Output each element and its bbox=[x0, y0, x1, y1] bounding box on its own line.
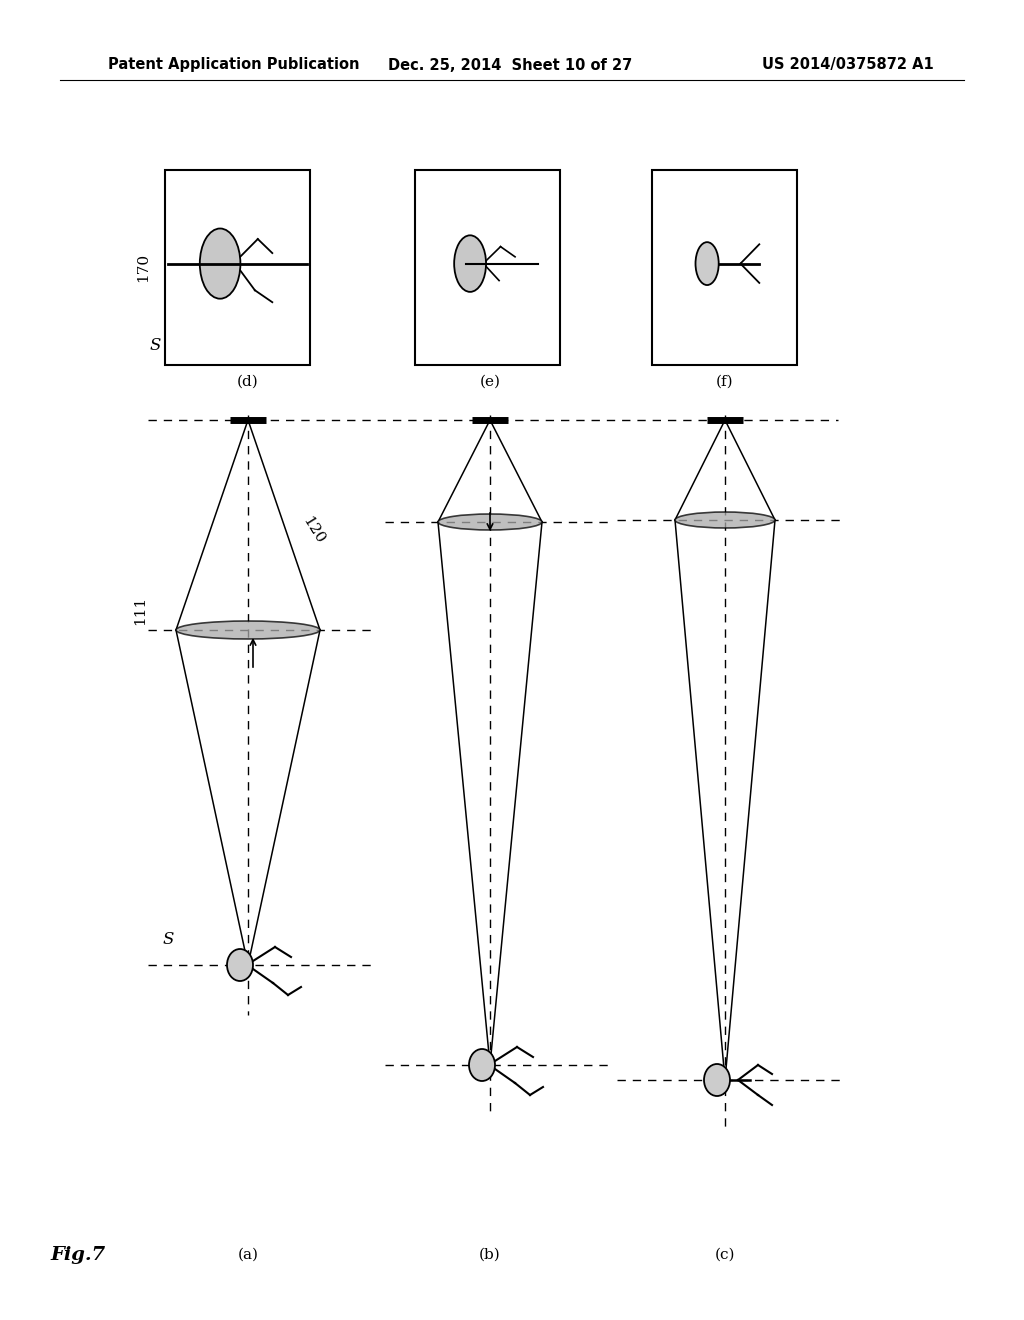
Text: US 2014/0375872 A1: US 2014/0375872 A1 bbox=[762, 58, 934, 73]
Text: 111: 111 bbox=[133, 595, 147, 624]
Text: (f): (f) bbox=[716, 375, 734, 389]
Ellipse shape bbox=[227, 949, 253, 981]
Text: Dec. 25, 2014  Sheet 10 of 27: Dec. 25, 2014 Sheet 10 of 27 bbox=[388, 58, 632, 73]
Text: 120: 120 bbox=[299, 513, 327, 546]
Ellipse shape bbox=[675, 512, 775, 528]
Text: Patent Application Publication: Patent Application Publication bbox=[108, 58, 359, 73]
Ellipse shape bbox=[176, 620, 319, 639]
Text: (e): (e) bbox=[479, 375, 501, 389]
Text: S: S bbox=[150, 337, 161, 354]
Ellipse shape bbox=[455, 235, 486, 292]
Text: S: S bbox=[163, 932, 174, 949]
Bar bbox=[652, 170, 797, 366]
Ellipse shape bbox=[469, 1049, 495, 1081]
Bar bbox=[165, 170, 310, 366]
Ellipse shape bbox=[695, 242, 719, 285]
Ellipse shape bbox=[200, 228, 241, 298]
Bar bbox=[415, 170, 560, 366]
Text: (a): (a) bbox=[238, 1247, 258, 1262]
Text: Fig.7: Fig.7 bbox=[50, 1246, 105, 1265]
Ellipse shape bbox=[438, 513, 542, 531]
Text: (d): (d) bbox=[238, 375, 259, 389]
Text: (c): (c) bbox=[715, 1247, 735, 1262]
Text: 170: 170 bbox=[136, 253, 150, 282]
Ellipse shape bbox=[705, 1064, 730, 1096]
Text: (b): (b) bbox=[479, 1247, 501, 1262]
